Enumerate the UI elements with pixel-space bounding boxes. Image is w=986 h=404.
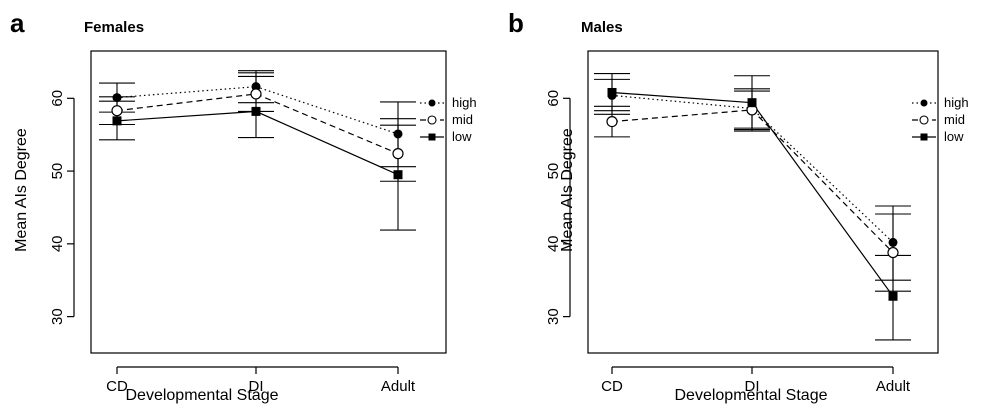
legend-label-low: low <box>452 129 472 144</box>
x-tick-label: Adult <box>381 378 416 395</box>
y-tick-label: 30 <box>545 308 562 325</box>
y-axis-label: Mean AIs Degree <box>559 128 576 252</box>
legend-marker-low <box>428 133 436 141</box>
x-tick-label: CD <box>106 378 128 395</box>
legend-label-high: high <box>452 95 477 110</box>
y-tick-label: 50 <box>545 163 562 180</box>
y-tick-label: 40 <box>545 235 562 252</box>
legend-label-mid: mid <box>944 112 965 127</box>
x-tick-label: DI <box>249 378 264 395</box>
legend-marker-high <box>920 99 928 107</box>
y-tick-label: 30 <box>49 308 66 325</box>
panel-letter: b <box>508 8 524 38</box>
data-point-low <box>251 106 261 116</box>
data-point-high <box>112 93 122 103</box>
series-line-low <box>116 110 399 176</box>
series-line-high <box>116 86 399 135</box>
x-axis-label: Developmental Stage <box>126 387 279 404</box>
plot-frame <box>587 50 939 354</box>
x-tick-label: CD <box>601 378 623 395</box>
x-tick-label: Adult <box>876 378 911 395</box>
x-tick-label: DI <box>745 378 760 395</box>
legend-label-mid: mid <box>452 112 473 127</box>
legend-marker-high <box>428 99 436 107</box>
y-tick-label: 60 <box>49 90 66 107</box>
y-tick-label: 50 <box>49 163 66 180</box>
plot-frame <box>90 50 447 354</box>
panel-males: b Males Developmental Stage Mean AIs Deg… <box>508 8 969 404</box>
y-axis-label: Mean AIs Degree <box>13 128 30 252</box>
data-point-mid <box>887 246 899 259</box>
data-point-mid <box>392 148 404 160</box>
panel-letter: a <box>10 8 25 38</box>
x-axis-label: Developmental Stage <box>675 387 828 404</box>
data-point-mid <box>250 88 262 100</box>
panel-females: a Females Developmental Stage Mean AIs D… <box>10 8 477 404</box>
panel-title: Females <box>84 19 144 36</box>
legend-marker-mid <box>427 115 437 125</box>
legend-marker-mid <box>919 115 929 125</box>
data-point-low <box>607 87 617 97</box>
panel-title: Males <box>581 19 623 36</box>
y-tick-label: 60 <box>545 90 562 107</box>
data-point-high <box>393 129 403 139</box>
legend-label-high: high <box>944 95 969 110</box>
y-tick-label: 40 <box>49 235 66 252</box>
data-point-mid <box>606 115 618 128</box>
legend-label-low: low <box>944 129 964 144</box>
data-point-low <box>747 98 757 108</box>
data-point-mid <box>111 105 123 117</box>
data-point-high <box>888 237 898 247</box>
data-point-low <box>888 291 898 301</box>
data-point-low <box>112 116 122 126</box>
legend-marker-low <box>920 133 928 141</box>
data-point-low <box>393 170 403 180</box>
